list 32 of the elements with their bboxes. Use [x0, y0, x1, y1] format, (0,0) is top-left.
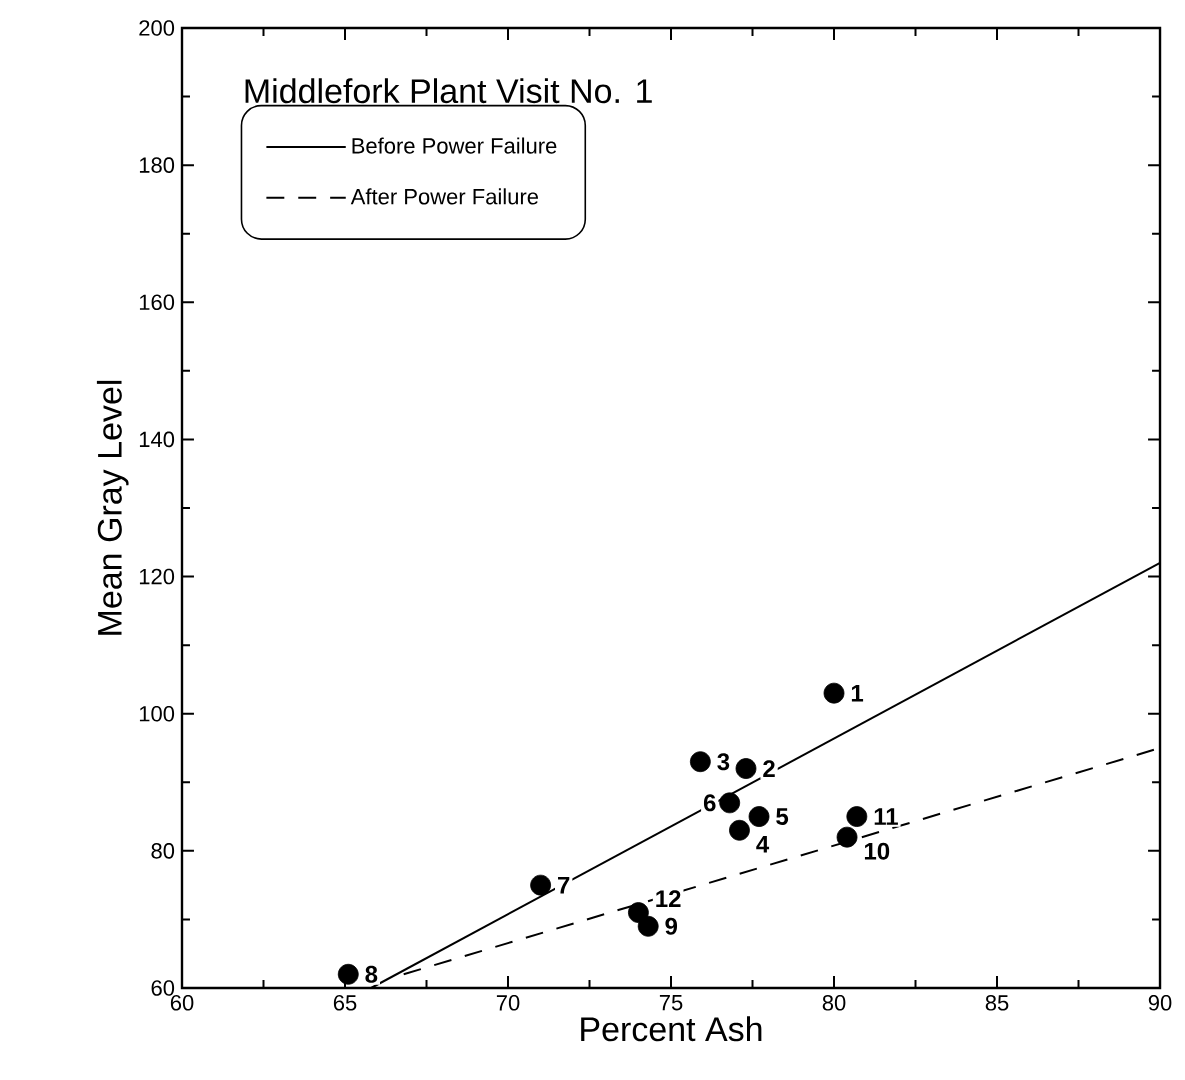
annotation: 4 [756, 836, 770, 853]
y-tick-label: 80 [151, 843, 175, 859]
y-tick-label: 140 [139, 431, 175, 448]
y-tick-label: 60 [151, 980, 175, 996]
x-tick-label: 80 [822, 995, 846, 1011]
y-axis-title: Mean Gray Level [96, 380, 129, 635]
annotation: 8 [365, 965, 378, 983]
x-tick-label: 85 [985, 995, 1009, 1011]
annotation: 12 [656, 890, 681, 907]
y-tick-label: 160 [139, 294, 175, 311]
annotation: 11 [874, 808, 898, 825]
x-tick-label: 90 [1148, 995, 1172, 1011]
x-axis-title: Percent Ash [581, 1016, 762, 1042]
x-tick-label: 60 [170, 995, 194, 1011]
annotation: 6 [703, 794, 716, 812]
x-tick-label: 65 [333, 995, 357, 1011]
annotation: 3 [717, 753, 730, 771]
annotation: 10 [864, 842, 890, 860]
legend-label: After Power Failure [350, 188, 539, 205]
y-tick-label: 200 [139, 20, 175, 36]
y-tick-label: 100 [139, 705, 175, 722]
legend-label: Before Power Failure [352, 137, 557, 154]
x-tick-label: 75 [659, 995, 683, 1011]
annotation: 2 [763, 760, 775, 777]
annotation: 7 [558, 876, 570, 894]
y-tick-label: 180 [139, 157, 175, 173]
annotation: 5 [776, 808, 789, 825]
annotation: 1 [851, 684, 864, 702]
y-tick-label: 120 [139, 568, 175, 585]
annotation: 9 [665, 917, 678, 935]
text: Middlefork Plant Visit No. 1 [245, 78, 652, 104]
x-tick-label: 70 [496, 995, 520, 1011]
